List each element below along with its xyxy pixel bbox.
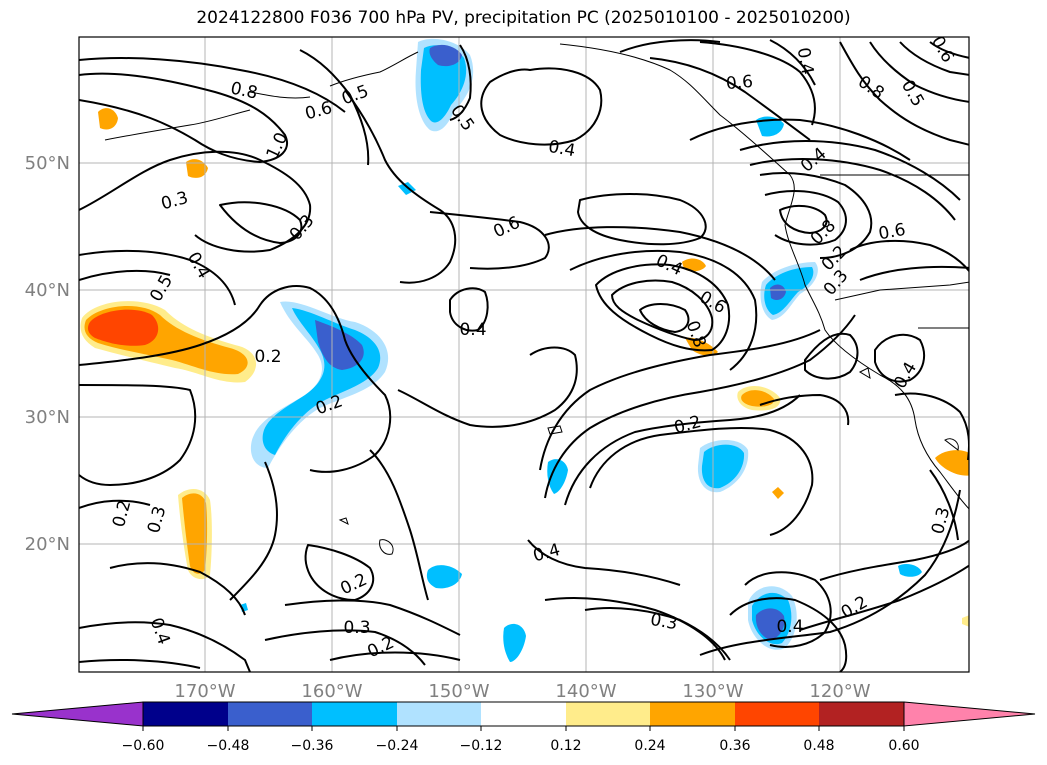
contour-label: 0.3 xyxy=(820,266,853,300)
colorbar-tick-label: 0.12 xyxy=(550,738,581,754)
contour-label: 0.4 xyxy=(547,137,577,161)
precip-positive-patch xyxy=(962,615,969,627)
precip-negative-patch xyxy=(547,459,568,494)
colorbar-segment xyxy=(312,702,397,726)
colorbar-tick-label: −0.24 xyxy=(376,738,419,754)
precip-positive-patch xyxy=(682,258,706,272)
colorbar-tick-label: −0.48 xyxy=(207,738,250,754)
lon-label: 120°W xyxy=(809,681,870,702)
contour-label: 0.4 xyxy=(776,617,803,637)
precip-negative-patch xyxy=(429,44,462,67)
lat-label: 40°N xyxy=(25,280,70,301)
precip-negative-patch xyxy=(701,444,745,489)
precip-positive-patch xyxy=(87,309,159,346)
contour-label: 0.4 xyxy=(890,359,921,392)
lon-label: 150°W xyxy=(428,681,489,702)
colorbar-segment xyxy=(566,702,650,726)
contour-label: 0.4 xyxy=(183,249,214,282)
precip-negative-patch xyxy=(770,284,786,300)
colorbar-extend-high xyxy=(903,701,1036,727)
precip-positive-patch xyxy=(186,159,208,178)
contour-label: 0.8 xyxy=(229,79,260,104)
colorbar-extend-low xyxy=(11,701,144,727)
contour-label: 0.4 xyxy=(653,251,686,281)
contour-label: 0.3 xyxy=(159,188,190,214)
contour-label: 0.8 xyxy=(854,72,888,104)
contour-label: 0.3 xyxy=(928,505,954,536)
contour-label: 0.4 xyxy=(146,615,174,647)
contour-label: 1.0 xyxy=(263,129,293,162)
plot-frame xyxy=(78,36,970,673)
precip-negative-patch xyxy=(755,608,785,640)
lat-label: 20°N xyxy=(25,534,70,555)
contour-label: 0.6 xyxy=(490,213,523,243)
contour-label: 0.4 xyxy=(793,46,817,76)
contour-label: 0.5 xyxy=(897,77,928,110)
contour-label: 0.6 xyxy=(725,72,754,94)
lon-label: 130°W xyxy=(682,681,743,702)
contour-label: 0.6 xyxy=(303,98,334,124)
contour-label: 0.2 xyxy=(254,347,281,367)
colorbar: −0.60 −0.48 −0.36 −0.24 −0.12 0.12 0.24 … xyxy=(11,701,1036,754)
lat-label: 50°N xyxy=(25,153,70,174)
precip-positive-patch xyxy=(98,108,118,130)
pv-contours xyxy=(79,39,969,672)
contour-label: 0.6 xyxy=(927,33,958,66)
colorbar-tick-labels: −0.60 −0.48 −0.36 −0.24 −0.12 0.12 0.24 … xyxy=(122,738,920,754)
page-title: 2024122800 F036 700 hPa PV, precipitatio… xyxy=(196,8,851,28)
colorbar-segment xyxy=(650,702,735,726)
colorbar-ticks xyxy=(142,726,905,731)
contour-label: 0.2 xyxy=(109,498,135,529)
precip-negative-patch xyxy=(898,564,922,577)
precip-negative-patch xyxy=(426,565,462,589)
precip-negative-patch xyxy=(420,45,467,123)
precip-positive-patch xyxy=(772,487,784,499)
colorbar-tick-label: −0.36 xyxy=(291,738,334,754)
contour-label: 0.4 xyxy=(459,320,486,340)
lon-label: 170°W xyxy=(174,681,235,702)
lat-label: 30°N xyxy=(25,407,70,428)
precip-shading xyxy=(80,38,969,662)
colorbar-tick-label: 0.36 xyxy=(719,738,750,754)
colorbar-segment xyxy=(819,702,904,726)
colorbar-tick-label: 0.24 xyxy=(634,738,665,754)
contour-label: 0.6 xyxy=(877,220,907,244)
lon-label: 140°W xyxy=(555,681,616,702)
precip-negative-patch xyxy=(315,320,364,370)
contour-label: 0.6 xyxy=(696,287,729,318)
precip-positive-patch xyxy=(935,450,969,476)
colorbar-tick-label: 0.60 xyxy=(888,738,919,754)
colorbar-tick-label: 0.48 xyxy=(803,738,834,754)
contour-label: 0.3 xyxy=(649,610,679,634)
precip-negative-patch xyxy=(503,623,526,662)
colorbar-segment xyxy=(735,702,819,726)
colorbar-segment xyxy=(143,702,228,726)
colorbar-segment xyxy=(228,702,312,726)
colorbar-segment xyxy=(397,702,481,726)
contour-label: 0.4 xyxy=(797,144,831,177)
contour-label: 0.3 xyxy=(144,504,170,535)
colorbar-frame xyxy=(142,701,905,727)
lon-axis-labels: 170°W 160°W 150°W 140°W 130°W 120°W xyxy=(174,681,870,702)
lon-label: 160°W xyxy=(301,681,362,702)
precip-negative-patch xyxy=(764,267,814,315)
colorbar-tick-label: −0.60 xyxy=(122,738,165,754)
contour-label: 0.3 xyxy=(343,618,370,638)
precip-positive-patch xyxy=(182,493,208,574)
contour-label: 0.5 xyxy=(146,272,177,305)
contour-label: 0.2 xyxy=(672,412,703,438)
contour-label: 0.5 xyxy=(339,81,371,109)
coastlines xyxy=(104,43,969,555)
colorbar-tick-label: −0.12 xyxy=(460,738,503,754)
colorbar-segment xyxy=(481,702,566,726)
lat-axis-labels: 50°N 40°N 30°N 20°N xyxy=(25,153,70,555)
